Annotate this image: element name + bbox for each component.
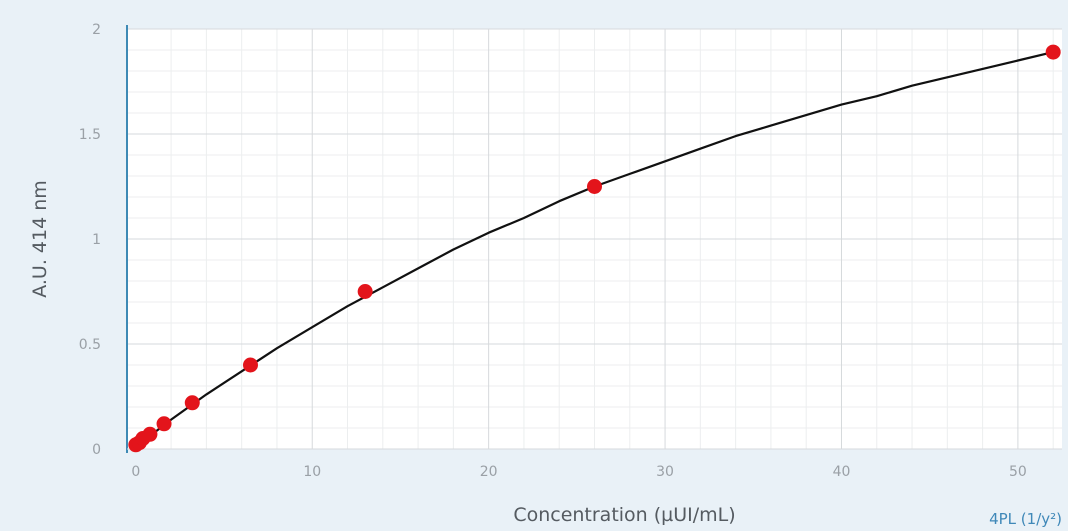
data-point [587, 179, 602, 194]
data-point [184, 395, 200, 411]
x-tick-label: 10 [303, 464, 321, 480]
y-tick-labels: 0 0.5 1 1.5 2 [79, 22, 101, 458]
data-points [128, 44, 1061, 453]
x-tick-label: 50 [1009, 464, 1027, 480]
y-tick-label: 1 [92, 232, 101, 248]
x-tick-label: 30 [656, 464, 674, 480]
y-axis-title: A.U. 414 nm [29, 180, 51, 298]
data-point [156, 416, 172, 432]
x-tick-labels: 0 10 20 30 40 50 [131, 464, 1026, 480]
grid [127, 28, 1062, 449]
data-point [1045, 44, 1061, 60]
y-tick-label: 2 [92, 22, 101, 38]
y-tick-label: 0.5 [79, 337, 101, 353]
y-tick-label: 0 [92, 442, 101, 458]
x-tick-label: 20 [480, 464, 498, 480]
data-point [242, 357, 258, 373]
x-tick-label: 40 [833, 464, 851, 480]
axes [126, 25, 1062, 453]
x-axis-title: Concentration (µUI/mL) [513, 504, 735, 526]
x-tick-label: 0 [131, 464, 140, 480]
y-tick-label: 1.5 [79, 127, 101, 143]
data-point [142, 426, 158, 442]
data-point [357, 284, 373, 299]
fit-model-label: 4PL (1/y²) [989, 510, 1062, 528]
